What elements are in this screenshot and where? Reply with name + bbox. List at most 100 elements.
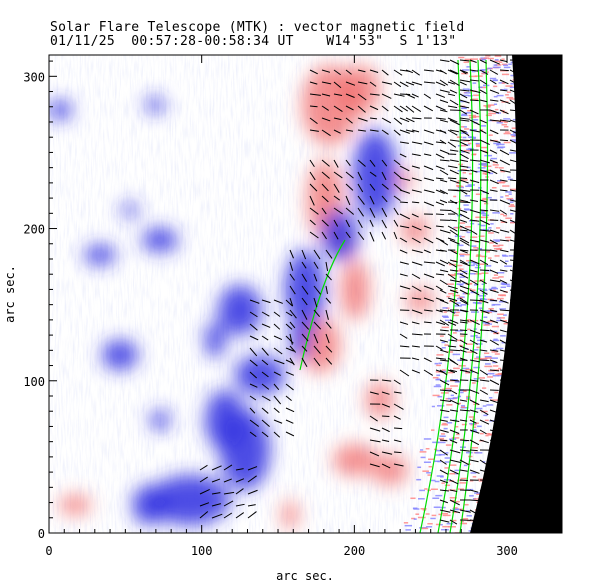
limb-speckle (449, 497, 457, 499)
limb-speckle (456, 273, 464, 275)
limb-speckle (473, 378, 480, 380)
limb-speckle (436, 364, 441, 367)
limb-speckle (442, 525, 450, 528)
field-vector (235, 488, 244, 495)
field-vector (459, 69, 467, 75)
field-vector (469, 439, 480, 446)
limb-speckle (475, 193, 482, 196)
field-vector (345, 231, 351, 239)
field-vector (459, 209, 468, 213)
field-vector (345, 93, 355, 98)
limb-speckle (473, 263, 477, 265)
limb-speckle (500, 283, 508, 285)
field-vector (435, 189, 445, 194)
field-vector (469, 359, 480, 363)
field-vector (321, 195, 329, 203)
limb-speckle (501, 58, 505, 60)
field-vector (381, 105, 389, 112)
limb-speckle (455, 330, 463, 332)
field-vector (469, 349, 478, 355)
limb-speckle (451, 379, 455, 381)
limb-speckle (499, 294, 504, 297)
field-vector (369, 183, 376, 191)
limb-speckle (490, 223, 494, 225)
field-vector (325, 249, 333, 259)
field-vector (381, 219, 387, 229)
limb-speckle (503, 132, 511, 135)
limb-speckle (500, 213, 504, 216)
limb-speckle (474, 407, 483, 410)
field-vector (479, 229, 491, 232)
limb-speckle (493, 103, 498, 106)
limb-speckle (449, 472, 456, 475)
limb-speckle (437, 395, 443, 398)
limb-speckle (462, 282, 467, 284)
field-vector (499, 259, 508, 265)
limb-speckle (421, 527, 429, 530)
limb-speckle (441, 346, 446, 349)
field-vector (459, 119, 470, 122)
field-vector (469, 109, 479, 115)
field-vector (439, 489, 449, 492)
field-vector (199, 511, 209, 519)
field-vector (405, 129, 415, 133)
limb-speckle (484, 365, 493, 368)
limb-speckle (496, 319, 503, 322)
field-vector (289, 321, 296, 329)
limb-speckle (491, 286, 497, 289)
limb-speckle (462, 518, 469, 520)
limb-speckle (493, 60, 500, 63)
limb-speckle (473, 94, 480, 97)
field-vector (449, 129, 459, 133)
limb-speckle (481, 198, 489, 201)
limb-speckle (481, 69, 488, 71)
limb-speckle (443, 427, 448, 430)
field-vector (399, 225, 410, 229)
field-vector (211, 478, 221, 483)
field-vector (509, 509, 520, 513)
field-vector (423, 153, 432, 156)
field-vector (333, 105, 343, 112)
field-vector (423, 357, 432, 363)
field-vector (489, 399, 500, 404)
field-vector (289, 309, 297, 319)
limb-speckle (482, 289, 488, 292)
limb-speckle (508, 63, 512, 66)
field-vector (423, 189, 435, 194)
field-vector (479, 99, 488, 103)
limb-speckle (466, 515, 472, 517)
field-vector (449, 319, 459, 324)
field-vector (261, 371, 269, 378)
field-vector (423, 285, 434, 291)
limb-speckle (504, 265, 513, 267)
limb-speckle (457, 488, 465, 490)
field-vector (449, 249, 458, 255)
limb-speckle (439, 435, 443, 437)
limb-speckle (513, 140, 517, 143)
field-vector (489, 329, 499, 335)
limb-speckle (467, 184, 475, 186)
field-vector (449, 259, 458, 263)
field-vector (479, 519, 488, 522)
limb-speckle (492, 348, 497, 351)
field-vector (381, 195, 388, 203)
field-vector (459, 165, 469, 168)
field-vector (313, 249, 321, 260)
field-vector (499, 329, 508, 333)
field-vector (469, 409, 479, 413)
field-vector (399, 117, 410, 123)
field-vector (321, 105, 329, 111)
field-vector (439, 519, 450, 523)
field-vector (369, 117, 378, 120)
limb-speckle (465, 185, 473, 188)
limb-speckle (446, 371, 454, 374)
limb-speckle (444, 344, 449, 346)
limb-speckle (463, 204, 469, 206)
field-vector (345, 69, 352, 75)
field-vector (211, 503, 222, 507)
field-vector (369, 105, 379, 111)
field-vector (439, 59, 450, 62)
field-vector (381, 427, 390, 433)
field-vector (249, 335, 259, 341)
limb-speckle (491, 186, 497, 189)
